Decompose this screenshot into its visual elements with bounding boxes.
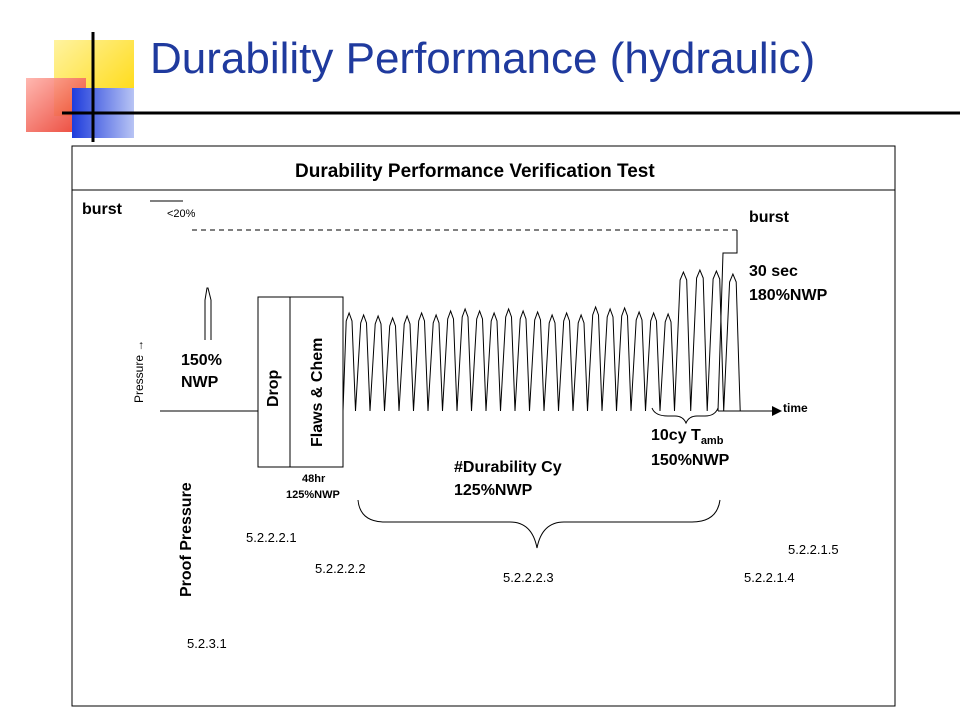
slide-title: Durability Performance (hydraulic) [150,34,816,83]
time-axis-arrow-icon [772,406,782,416]
diagram-frame [71,145,896,707]
pressure-axis-label: Pressure → [132,340,146,403]
pressure-axis-text: Pressure [132,354,146,403]
durability-pressure-label: 125%NWP [454,482,533,499]
ambient-cycles-label: 10cy Tamb [651,427,723,447]
hold-duration-label: 30 sec [749,263,798,280]
flaws-pressure-label: 125%NWP [286,489,340,501]
ambient-pressure-label: 150%NWP [651,452,730,469]
section-5-2-3-1: 5.2.3.1 [187,636,227,651]
less-than-20-label: <20% [167,208,196,220]
flaws-chem-label: Flaws & Chem [309,337,326,447]
section-5-2-2-1-4: 5.2.2.1.4 [744,570,795,585]
durability-cycles-label: #Durability Cy [454,459,562,476]
flaws-duration-label: 48hr [302,473,326,485]
hold-pressure-label: 180%NWP [749,287,828,304]
proof-pressure-value-line1: 150% [181,352,222,369]
section-5-2-2-2-1: 5.2.2.2.1 [246,530,297,545]
section-5-2-2-2-2: 5.2.2.2.2 [315,561,366,576]
diagram-title: Durability Performance Verification Test [295,161,655,182]
time-axis-label: time [783,401,808,415]
proof-pressure-pulse [204,287,212,340]
proof-pressure-label: Proof Pressure [178,482,195,597]
proof-pressure-value-line2: NWP [181,374,219,391]
section-5-2-2-2-3: 5.2.2.2.3 [503,570,554,585]
drop-label: Drop [265,369,282,407]
ambient-cycles-text: 10cy T [651,427,701,444]
cycle-waveform [342,268,741,412]
flaws-chem-test-box [289,296,344,468]
section-5-2-2-1-5: 5.2.2.1.5 [788,542,839,557]
durability-cycles-brace [357,499,721,549]
burst-step [717,230,738,412]
pressure-arrow-icon: → [132,339,146,352]
left-burst-label: burst [82,201,122,218]
right-burst-label: burst [749,209,789,226]
ambient-subscript: amb [700,435,724,448]
ambient-cycles-brace [651,407,719,425]
